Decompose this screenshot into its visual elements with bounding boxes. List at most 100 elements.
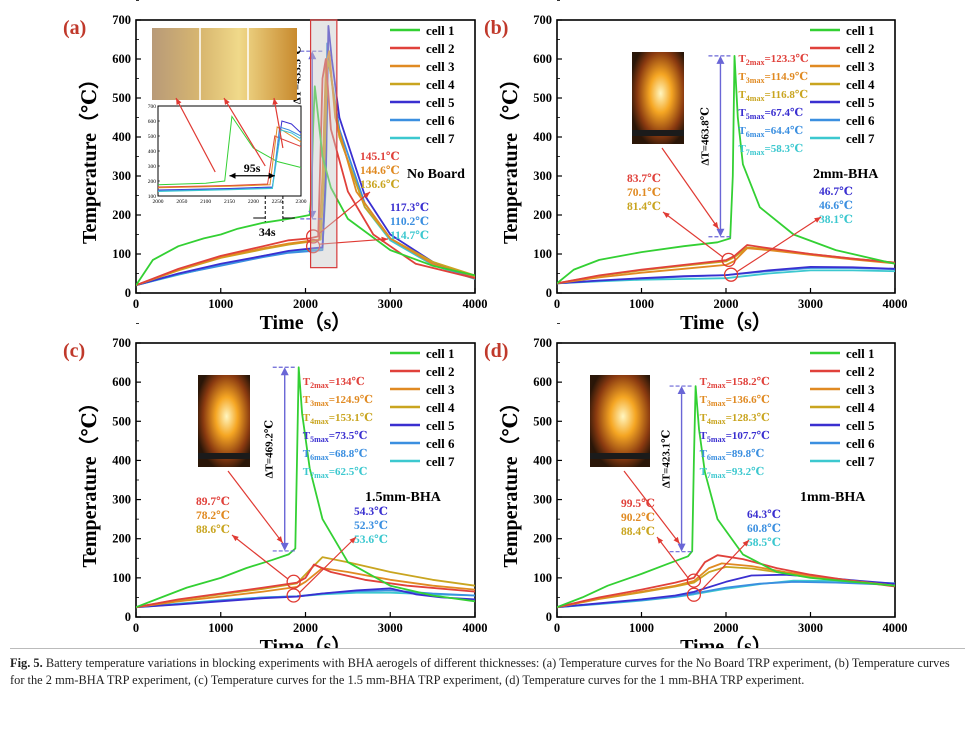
inset-x-tick-label: 2050: [176, 199, 187, 205]
inset-y-tick-label: 300: [148, 164, 157, 170]
tmax-value: =64.4℃: [764, 125, 803, 137]
delta-arrow-head-bottom: [716, 228, 725, 237]
annotation-circle-right: [686, 587, 702, 602]
series-group: [136, 366, 475, 609]
condition-label: No Board: [407, 167, 465, 182]
condition-label: 1.5mm-BHA: [365, 490, 442, 505]
x-axis-label: Time（s）: [680, 635, 772, 648]
fire-photo: [198, 375, 250, 467]
y-tick-label: 400: [533, 453, 552, 467]
x-tick-label: 4000: [463, 621, 488, 635]
series-line-cell-3: [557, 562, 895, 609]
inset-y-tick-label: 500: [148, 134, 157, 140]
tmax-label: T6max=64.4℃: [738, 125, 803, 139]
tmax-value: =73.5℃: [329, 430, 368, 442]
x-axis-label: Time（s）: [680, 311, 772, 334]
tmax-label: T3max=114.9℃: [738, 71, 808, 85]
fire-photo: [590, 375, 650, 467]
delta-arrow-head-bottom: [677, 543, 686, 552]
y-axis-label: Temperature（℃）: [78, 392, 101, 567]
x-tick-label: 1000: [629, 297, 654, 311]
photo-arrow-head: [673, 536, 680, 544]
delta-arrow-head-top: [280, 367, 289, 376]
x-tick-label: 4000: [883, 621, 908, 635]
tmax-value: =158.2℃: [726, 376, 770, 388]
y-tick-label: 100: [533, 571, 552, 585]
tmax-symbol: T: [303, 376, 311, 388]
delta-t-label: ΔT=423.1℃: [661, 430, 673, 488]
right-value: 114.7℃: [390, 230, 429, 242]
right-value: 38.1℃: [819, 214, 853, 226]
tmax-symbol: T: [700, 376, 708, 388]
tmax-subscript: 7max: [746, 148, 765, 157]
y-tick-label: 500: [112, 91, 131, 105]
tmax-value: =128.3℃: [726, 412, 770, 424]
series-line-cell-2: [136, 58, 475, 287]
legend-label: cell 5: [426, 418, 455, 433]
inset-y-tick-label: 100: [148, 194, 157, 200]
series-line-cell-3: [136, 567, 475, 609]
x-tick-label: 3000: [798, 297, 823, 311]
tmax-symbol: T: [738, 143, 746, 155]
left-value: 70.1℃: [627, 187, 661, 199]
y-tick-label: 200: [533, 208, 552, 222]
x-tick-label: 0: [554, 621, 560, 635]
inset-photo-arrow-head: [176, 98, 182, 105]
right-value: 58.5℃: [747, 537, 781, 549]
tmax-value: =134℃: [329, 376, 365, 388]
left-value: 78.2℃: [196, 510, 230, 522]
annotation-circle-right: [286, 588, 301, 603]
annotation-arrow-left: [318, 191, 371, 234]
inset-95s-head-left: [229, 172, 236, 179]
panel-1: (b) 0 100 200 300 400 500 600 700 0 1000 2000 3000 40…: [484, 0, 908, 334]
series-line-cell-5: [136, 587, 475, 609]
legend-label: cell 3: [846, 382, 875, 397]
x-axis-label: Time（s）: [260, 311, 352, 334]
y-tick-label: 400: [112, 130, 131, 144]
tmax-label: T6max=68.8℃: [303, 448, 368, 462]
tmax-value: =67.4℃: [764, 107, 803, 119]
tmax-subscript: 3max: [310, 399, 329, 408]
right-value: 52.3℃: [354, 520, 388, 532]
annotation-arrow-left-head: [232, 535, 239, 542]
legend-label: cell 4: [426, 400, 455, 415]
legend-label: cell 7: [846, 454, 875, 469]
y-tick-label: 200: [533, 532, 552, 546]
x-tick-label: 4000: [883, 297, 908, 311]
inset-95s-head-right: [268, 172, 275, 179]
x-tick-label: 2000: [293, 621, 318, 635]
y-axis-label: Temperature（℃）: [499, 69, 522, 244]
legend-label: cell 6: [426, 436, 455, 451]
x-tick-label: 0: [554, 297, 560, 311]
inset-series-line: [158, 135, 301, 188]
annotation-circle-left: [286, 574, 301, 589]
left-value: 88.4℃: [621, 526, 655, 538]
tmax-symbol: T: [303, 412, 311, 424]
delta-arrow-head-top: [677, 386, 686, 395]
series-line-cell-1: [557, 55, 895, 284]
annotation-circle-right: [305, 239, 321, 254]
y-tick-label: 0: [546, 286, 552, 300]
tmax-symbol: T: [738, 107, 746, 119]
series-group: [557, 385, 895, 609]
tmax-value: =107.7℃: [726, 430, 770, 442]
inset-frame: [157, 105, 302, 197]
inset-series-group: [158, 115, 301, 192]
x-tick-label: 0: [133, 297, 139, 311]
inset-x-tick-label: 2150: [224, 199, 235, 205]
annotation-circle-left: [305, 229, 321, 244]
x-tick-label: 2000: [293, 297, 318, 311]
tmax-label: T7max=62.5℃: [303, 466, 368, 480]
legend-label: cell 7: [846, 131, 875, 146]
legend-label: cell 7: [426, 131, 455, 146]
x-tick-label: 2000: [714, 297, 739, 311]
tmax-label: T4max=128.3℃: [700, 412, 770, 426]
tmax-label: T7max=58.3℃: [738, 143, 803, 157]
x-tick-label: 4000: [463, 297, 488, 311]
caption-rule: [10, 648, 965, 649]
x-tick-label: 0: [133, 621, 139, 635]
fire-photo-base: [632, 130, 684, 136]
tmax-value: =153.1℃: [329, 412, 373, 424]
legend-label: cell 5: [426, 95, 455, 110]
condition-label: 1mm-BHA: [800, 490, 866, 505]
